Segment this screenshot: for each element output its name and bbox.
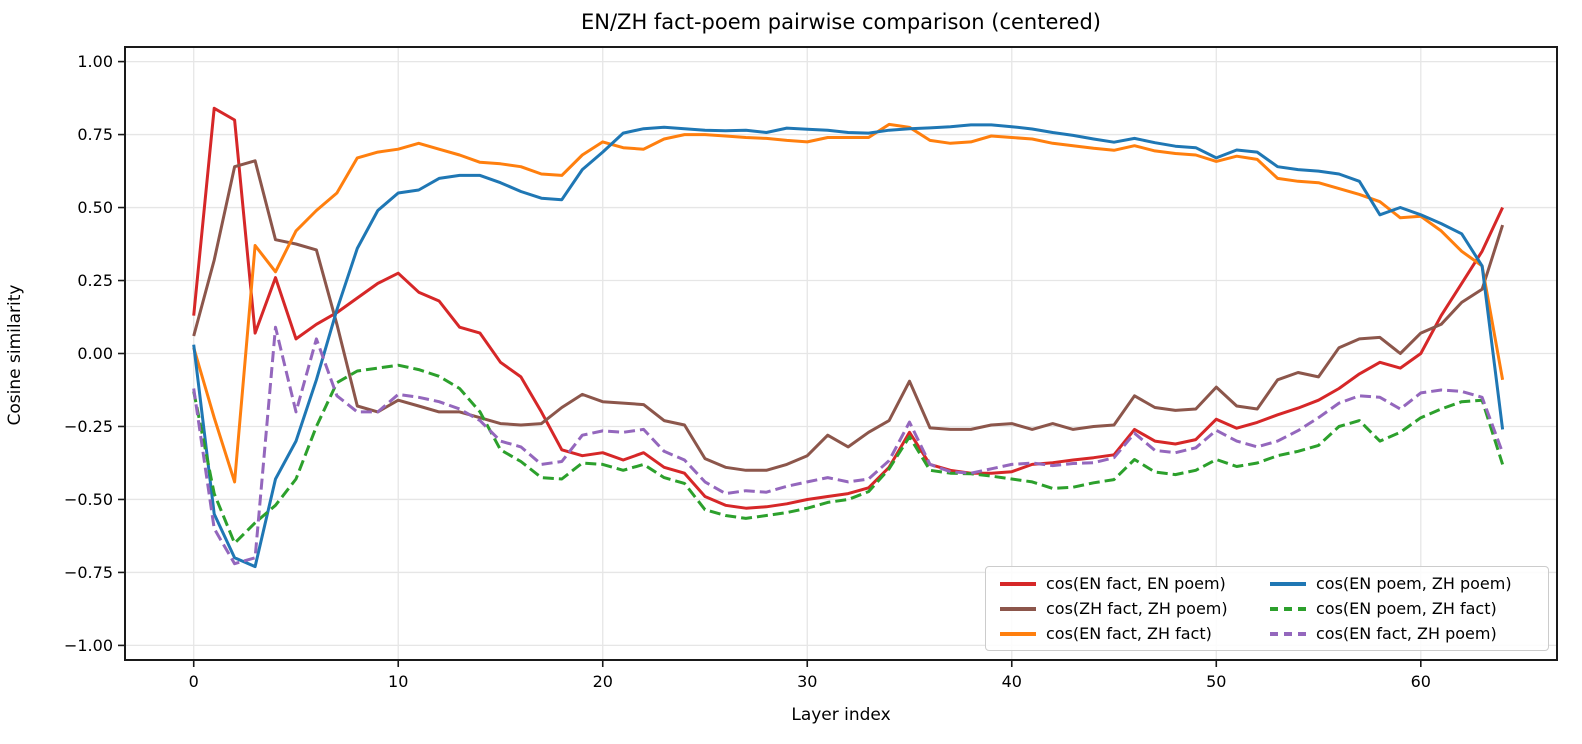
y-axis-label: Cosine similarity xyxy=(5,284,25,426)
y-tick-label: −1.00 xyxy=(64,636,113,655)
legend-item: cos(EN fact, EN poem) xyxy=(992,574,1262,593)
legend-label: cos(EN fact, ZH poem) xyxy=(1316,624,1497,643)
legend-item: cos(EN fact, ZH fact) xyxy=(992,624,1262,643)
legend-swatch-dashed-line xyxy=(1270,606,1306,611)
legend-label: cos(EN poem, ZH poem) xyxy=(1316,574,1512,593)
legend-swatch-solid-line xyxy=(1000,631,1036,636)
legend-swatch-dashed-line xyxy=(1270,631,1306,636)
legend-swatch-solid-line xyxy=(1000,581,1036,586)
legend-item: cos(EN fact, ZH poem) xyxy=(1262,624,1544,643)
y-tick-label: 0.00 xyxy=(77,344,113,363)
x-tick-label: 0 xyxy=(189,672,199,691)
legend-swatch-solid-line xyxy=(1270,581,1306,586)
legend-label: cos(EN fact, ZH fact) xyxy=(1046,624,1212,643)
y-tick-label: 0.50 xyxy=(77,198,113,217)
series-line-cos-en-poem-zh-poem xyxy=(192,123,1505,569)
y-tick-label: 0.75 xyxy=(77,125,113,144)
x-tick-label: 50 xyxy=(1206,672,1226,691)
x-axis-label: Layer index xyxy=(791,705,891,725)
series-line-cos-zh-fact-zh-poem xyxy=(192,159,1505,472)
legend-item: cos(ZH fact, ZH poem) xyxy=(992,599,1262,618)
x-tick-label: 40 xyxy=(1002,672,1022,691)
legend-label: cos(EN fact, EN poem) xyxy=(1046,574,1226,593)
legend: cos(EN fact, EN poem) cos(ZH fact, ZH poe… xyxy=(985,566,1549,651)
legend-label: cos(ZH fact, ZH poem) xyxy=(1046,599,1228,618)
x-tick-label: 60 xyxy=(1411,672,1431,691)
series-line-cos-en-fact-zh-fact xyxy=(192,122,1505,484)
y-tick-label: −0.75 xyxy=(64,563,113,582)
legend-item: cos(EN poem, ZH fact) xyxy=(1262,599,1544,618)
x-tick-label: 10 xyxy=(388,672,408,691)
chart-title: EN/ZH fact-poem pairwise comparison (cen… xyxy=(581,10,1101,34)
series-line-cos-en-fact-zh-poem xyxy=(192,325,1505,566)
y-tick-label: −0.50 xyxy=(64,490,113,509)
y-tick-label: 0.25 xyxy=(77,271,113,290)
legend-label: cos(EN poem, ZH fact) xyxy=(1316,599,1497,618)
x-tick-label: 20 xyxy=(593,672,613,691)
series-line-cos-en-poem-zh-fact xyxy=(192,363,1505,545)
series-line-cos-en-fact-en-poem xyxy=(192,106,1504,510)
legend-item: cos(EN poem, ZH poem) xyxy=(1262,574,1544,593)
legend-swatch-solid-line xyxy=(1000,606,1036,611)
y-tick-label: 1.00 xyxy=(77,52,113,71)
x-tick-label: 30 xyxy=(797,672,817,691)
y-tick-label: −0.25 xyxy=(64,417,113,436)
